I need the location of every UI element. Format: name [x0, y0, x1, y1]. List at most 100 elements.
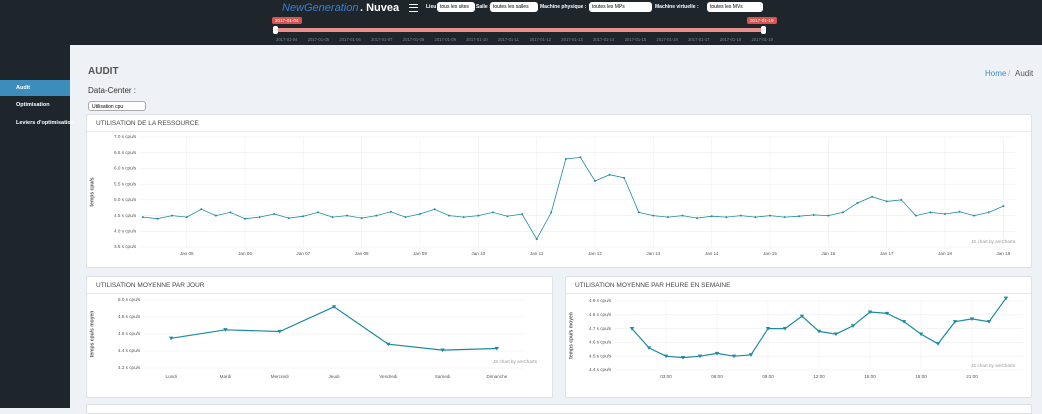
x-tick-label: Dimanche: [487, 374, 508, 379]
y-tick-label: 4.5 s cpu/s: [589, 353, 612, 358]
point: [491, 211, 494, 214]
point: [594, 180, 596, 182]
x-tick-label: 12:00: [813, 374, 825, 379]
breadcrumb-current: Audit: [1015, 69, 1034, 78]
point: [433, 208, 436, 211]
point: [680, 355, 686, 360]
point: [884, 311, 890, 316]
point: [214, 214, 217, 217]
filter-select[interactable]: tous les sites: [437, 2, 475, 12]
point: [871, 195, 874, 198]
slider-handle[interactable]: [761, 26, 766, 34]
x-tick-label: Jan 06: [238, 251, 252, 256]
slider-handle[interactable]: [273, 26, 278, 34]
point: [731, 354, 737, 359]
point: [302, 215, 305, 218]
filter-label: Lieu :: [426, 4, 440, 10]
x-tick-label: 06:00: [711, 374, 723, 379]
nav-item[interactable]: Audit: [0, 80, 70, 96]
x-tick-label: Jan 12: [588, 251, 602, 256]
point: [952, 320, 958, 324]
filter-select[interactable]: toutes les MVs: [707, 2, 763, 12]
point: [867, 310, 873, 315]
x-tick-label: 09:00: [762, 374, 774, 379]
x-tick-label: Jeudi: [329, 374, 340, 379]
y-tick-label: 6.5 s cpu/s: [114, 150, 137, 155]
point: [629, 327, 635, 331]
point: [666, 216, 669, 219]
y-tick-label: 5.0 s cpu/s: [118, 297, 141, 302]
point: [535, 238, 538, 241]
brand-suffix: . Nuvea: [360, 2, 400, 14]
x-tick-label: Samedi: [435, 374, 451, 379]
point: [850, 324, 856, 328]
point: [419, 213, 421, 215]
point: [765, 327, 771, 331]
x-tick-label: Jan 05: [180, 251, 194, 256]
series-line: [171, 306, 497, 351]
timeline-label: 2017-01-19: [751, 37, 773, 42]
point: [404, 216, 407, 219]
brand: NewGeneration: [282, 2, 359, 14]
point: [521, 213, 524, 215]
metric-select[interactable]: Utilisation cpu: [88, 101, 146, 111]
timeline-label: 2017-01-06: [339, 37, 361, 42]
point: [769, 214, 771, 217]
filter-select[interactable]: toutes les MPs: [589, 2, 652, 12]
page-title: AUDIT: [88, 66, 119, 77]
y-tick-label: 4.6 s cpu/s: [118, 331, 141, 336]
point: [901, 320, 907, 324]
point: [748, 353, 754, 357]
series-line: [142, 156, 1004, 240]
point: [564, 158, 567, 160]
nav-item[interactable]: Leviers d'optimisation: [16, 120, 75, 126]
timeline-label: 2017-01-09: [434, 37, 456, 42]
timeline-label: 2017-01-07: [371, 37, 393, 42]
point: [986, 320, 992, 324]
point: [185, 216, 188, 219]
panel-title: UTILISATION MOYENNE PAR JOUR: [96, 282, 205, 289]
menu-icon[interactable]: [409, 4, 418, 12]
filter-select[interactable]: toutes les salles: [490, 2, 538, 12]
point: [579, 156, 582, 159]
point: [637, 211, 640, 214]
point: [812, 213, 815, 216]
x-tick-label: Jan 18: [938, 251, 952, 256]
timeline-label: 2017-01-12: [529, 37, 552, 42]
point: [856, 202, 859, 204]
point: [258, 216, 261, 219]
y-tick-label: 4.2 s cpu/s: [118, 365, 141, 370]
y-axis-label: temps cpu/s moyen: [568, 312, 574, 359]
nav-item[interactable]: Optimisation: [16, 102, 50, 108]
panel: UTILISATION DE LA RESSOURCE: [86, 114, 1032, 268]
point: [168, 336, 174, 341]
point: [827, 214, 830, 217]
x-tick-label: Jan 10: [471, 251, 485, 256]
point: [900, 198, 903, 201]
x-tick-label: 18:00: [915, 374, 927, 379]
point: [141, 216, 144, 219]
breadcrumb-link[interactable]: Home: [985, 69, 1007, 78]
y-tick-label: 6.0 s cpu/s: [114, 166, 137, 171]
y-tick-label: 4.0 s cpu/s: [114, 229, 137, 234]
x-tick-label: Jan 08: [355, 251, 369, 256]
timeline-label: 2017-01-08: [402, 37, 425, 42]
point: [273, 213, 276, 215]
x-tick-label: Jan 13: [646, 251, 660, 256]
timeline-label: 2017-01-17: [688, 37, 710, 42]
point: [346, 214, 349, 217]
point: [799, 314, 805, 319]
range-slider[interactable]: [276, 28, 764, 32]
x-tick-label: Jan 11: [530, 251, 544, 256]
panel: UTILISATION MOYENNE PAR JOUR: [86, 276, 553, 398]
point: [440, 348, 445, 353]
point: [929, 211, 932, 214]
y-tick-label: 4.9 s cpu/s: [589, 298, 612, 303]
point: [969, 317, 975, 321]
timeline-label: 2017-01-18: [719, 37, 742, 42]
y-tick-label: 5.0 s cpu/s: [114, 197, 137, 202]
point: [935, 342, 941, 346]
breadcrumb-sep: /: [1008, 69, 1011, 78]
y-axis-label: temps cpu/s moyen: [89, 311, 95, 358]
